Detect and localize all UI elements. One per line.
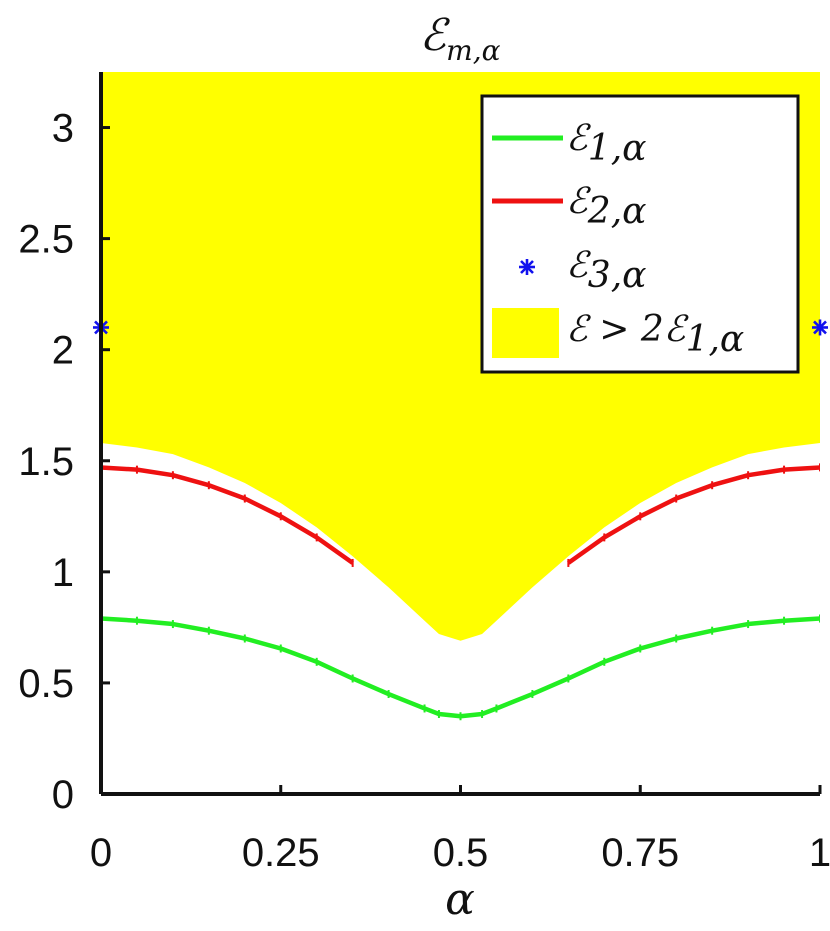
x-ticks: 0 0.25 0.5 0.75 1 (90, 785, 830, 875)
x-tick-label: 0.25 (242, 831, 320, 875)
x-axis-label: α (445, 874, 475, 925)
legend-swatch-series3 (519, 259, 535, 275)
y-tick-label: 1.5 (18, 440, 74, 484)
legend: ℰ1,α ℰ2,α ℰ3,α ℰ > 2ℰ1,α (480, 94, 800, 374)
series3-point (812, 319, 828, 336)
chart-title: ℰm,α (420, 10, 501, 67)
legend-label-series1: ℰ1,α (566, 118, 646, 169)
legend-label-series2: ℰ2,α (566, 181, 646, 232)
y-tick-label: 2.5 (18, 218, 74, 262)
series2-line-segment-2 (567, 465, 820, 565)
y-ticks: 0 0.5 1 1.5 2 2.5 3 (18, 107, 110, 817)
x-tick-label: 1 (809, 831, 830, 875)
legend-swatch-region (492, 308, 559, 358)
x-tick-label: 0.5 (433, 831, 489, 875)
series2-line-segment-1 (101, 465, 354, 565)
y-tick-label: 0.5 (18, 662, 74, 706)
legend-label-series3: ℰ3,α (566, 245, 646, 296)
x-tick-label: 0.75 (601, 831, 679, 875)
y-tick-label: 0 (52, 773, 74, 817)
y-tick-label: 2 (52, 329, 74, 373)
legend-label-region: ℰ > 2ℰ1,α (566, 309, 744, 360)
series-layer (101, 463, 820, 721)
x-tick-label: 0 (90, 831, 112, 875)
y-tick-label: 3 (52, 107, 74, 151)
y-tick-label: 1 (52, 551, 74, 595)
